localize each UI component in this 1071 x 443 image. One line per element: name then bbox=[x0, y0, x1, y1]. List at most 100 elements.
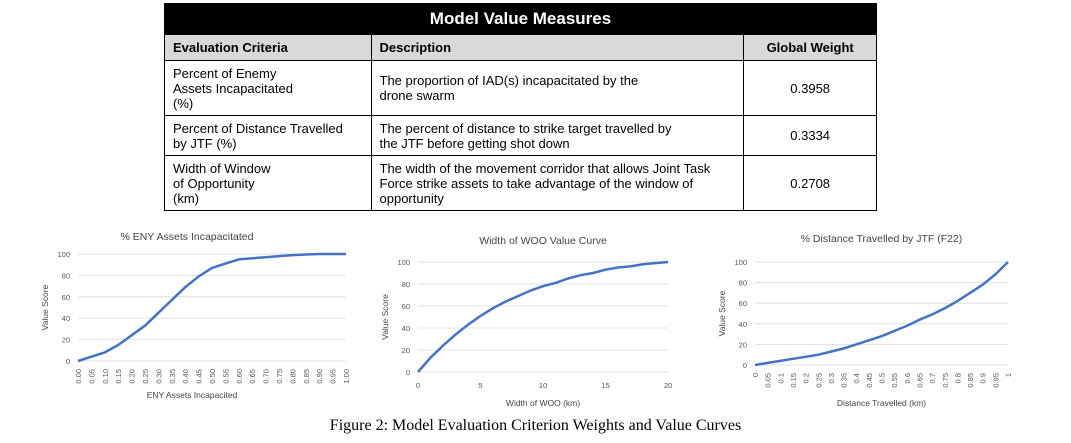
column-header-criteria: Evaluation Criteria bbox=[164, 34, 372, 61]
x-tick-label: 0.85 bbox=[966, 373, 975, 388]
criteria-cell: Percent of Enemy Assets Incapacitated (%… bbox=[164, 60, 372, 116]
description-line: drone swarm bbox=[379, 88, 455, 103]
distance-travelled-chart-svg: % Distance Travelled by JTF (F22) 0 20 40 60… bbox=[717, 233, 1013, 408]
description-line: the JTF before getting shot down bbox=[379, 135, 570, 151]
x-tick-label: 5 bbox=[478, 381, 482, 390]
x-tick-label: 0.25 bbox=[141, 369, 150, 384]
x-tick-label: 0.75 bbox=[275, 369, 284, 384]
x-tick-label: 0.55 bbox=[221, 369, 230, 384]
x-tick-label: 0.65 bbox=[248, 369, 257, 384]
x-tick-label: 1.00 bbox=[342, 369, 351, 384]
x-tick-label: 0.10 bbox=[101, 369, 110, 384]
y-tick-label: 0 bbox=[743, 361, 747, 370]
x-tick-label: 0.80 bbox=[288, 369, 297, 384]
series-line bbox=[77, 252, 346, 363]
x-tick-label: 0.65 bbox=[915, 373, 924, 388]
x-tick-label: 0.95 bbox=[991, 373, 1000, 388]
criteria-line: Width of Window bbox=[173, 160, 271, 176]
x-tick-label: 0.45 bbox=[865, 373, 874, 388]
x-tick-label: 10 bbox=[539, 381, 547, 390]
criteria-line: Percent of Enemy bbox=[173, 65, 277, 81]
series-line bbox=[417, 260, 669, 373]
y-tick-label: 40 bbox=[62, 314, 70, 323]
y-tick-label: 80 bbox=[62, 271, 70, 280]
chart-title: % Distance Travelled by JTF (F22) bbox=[801, 233, 963, 245]
eny-assets-chart-svg: % ENY Assets Incapacitated 0 20 40 60 80 100 0.… bbox=[40, 231, 351, 400]
x-tick-label: 0.3 bbox=[827, 373, 836, 383]
description-line: The proportion of IAD(s) incapacitated b… bbox=[379, 73, 639, 88]
x-tick-label: 0 bbox=[751, 373, 760, 377]
column-header-description: Description bbox=[370, 34, 745, 61]
x-tick-label: 0.85 bbox=[302, 369, 311, 384]
description-line: The width of the movement corridor that … bbox=[379, 160, 711, 176]
y-tick-label: 40 bbox=[402, 324, 410, 333]
y-tick-label: 0 bbox=[406, 368, 410, 377]
x-tick-label: 0.15 bbox=[789, 373, 798, 388]
x-tick-label: 0.4 bbox=[852, 373, 861, 383]
x-axis-label: ENY Assets Incapacited bbox=[147, 390, 238, 400]
x-tick-label: 1 bbox=[1004, 373, 1013, 377]
y-tick-label: 100 bbox=[397, 258, 410, 267]
value-measures-table: Model Value Measures Evaluation Criteria… bbox=[164, 3, 877, 211]
x-tick-label: 0.00 bbox=[74, 369, 83, 384]
x-tick-label: 0.30 bbox=[154, 369, 163, 384]
description-line: The percent of distance to strike target… bbox=[379, 120, 672, 136]
description-cell: The proportion of IAD(s) incapacitated b… bbox=[370, 60, 745, 116]
table-row: Width of Window of Opportunity (km) The … bbox=[164, 155, 877, 211]
weight-cell: 0.2708 bbox=[743, 155, 877, 211]
x-tick-label: 0.60 bbox=[235, 369, 244, 384]
description-cell: The width of the movement corridor that … bbox=[370, 155, 745, 211]
x-tick-label: 0.50 bbox=[208, 369, 217, 384]
x-tick-label: 0.55 bbox=[890, 373, 899, 388]
y-tick-label: 100 bbox=[734, 258, 747, 267]
x-tick-label: 0.9 bbox=[979, 373, 988, 383]
criteria-line: by JTF (%) bbox=[173, 135, 237, 151]
criteria-line: of Opportunity bbox=[173, 175, 255, 191]
x-tick-label: 0.40 bbox=[181, 369, 190, 384]
x-tick-label: 0.5 bbox=[878, 373, 887, 383]
y-tick-label: 60 bbox=[402, 302, 410, 311]
x-tick-label: 0.05 bbox=[87, 369, 96, 384]
y-tick-label: 40 bbox=[739, 320, 747, 329]
description-line: opportunity bbox=[379, 190, 444, 206]
x-tick-label: 0.1 bbox=[776, 373, 785, 383]
table-row: Percent of Enemy Assets Incapacitated (%… bbox=[164, 60, 877, 116]
x-tick-label: 15 bbox=[601, 381, 609, 390]
criteria-line: (km) bbox=[173, 190, 199, 206]
criteria-line: Assets Incapacitated bbox=[173, 80, 293, 96]
y-axis-label: Value Score bbox=[40, 284, 50, 330]
description-line: Force strike assets to take advantage of… bbox=[379, 175, 694, 191]
x-tick-label: 0.95 bbox=[329, 369, 338, 384]
table-title: Model Value Measures bbox=[164, 3, 877, 35]
y-axis-label: Value Score bbox=[717, 290, 727, 336]
y-tick-label: 60 bbox=[62, 293, 70, 302]
x-tick-label: 0.90 bbox=[315, 369, 324, 384]
distance-travelled-chart: % Distance Travelled by JTF (F22) 0 20 40 60… bbox=[700, 228, 1030, 408]
y-tick-label: 80 bbox=[739, 279, 747, 288]
x-tick-label: 0.45 bbox=[195, 369, 204, 384]
y-tick-label: 100 bbox=[57, 250, 70, 259]
figure-caption: Figure 2: Model Evaluation Criterion Wei… bbox=[329, 417, 742, 434]
x-tick-label: 0.35 bbox=[168, 369, 177, 384]
woo-width-chart: Width of WOO Value Curve 0 20 40 60 80 100 0 5 10… bbox=[368, 228, 688, 408]
x-tick-label: 0.15 bbox=[114, 369, 123, 384]
chart-title: % ENY Assets Incapacitated bbox=[121, 231, 254, 243]
series-line bbox=[754, 261, 1009, 367]
y-tick-label: 20 bbox=[739, 340, 747, 349]
x-axis-label: Distance Travelled (km) bbox=[837, 398, 926, 408]
woo-width-chart-svg: Width of WOO Value Curve 0 20 40 60 80 100 0 5 10… bbox=[380, 235, 672, 408]
x-tick-label: 0.6 bbox=[903, 373, 912, 383]
x-tick-label: 0.75 bbox=[941, 373, 950, 388]
y-tick-label: 20 bbox=[62, 336, 70, 345]
x-tick-label: 0.7 bbox=[928, 373, 937, 383]
x-tick-label: 0.70 bbox=[262, 369, 271, 384]
x-tick-label: 0.20 bbox=[128, 369, 137, 384]
x-tick-label: 20 bbox=[664, 381, 672, 390]
x-tick-label: 0.25 bbox=[814, 373, 823, 388]
weight-cell: 0.3958 bbox=[743, 60, 877, 116]
criteria-cell: Width of Window of Opportunity (km) bbox=[164, 155, 372, 211]
column-header-weight: Global Weight bbox=[743, 34, 877, 61]
eny-assets-chart: % ENY Assets Incapacitated 0 20 40 60 80 100 0.… bbox=[30, 228, 360, 408]
y-tick-label: 80 bbox=[402, 280, 410, 289]
chart-title: Width of WOO Value Curve bbox=[479, 235, 607, 247]
